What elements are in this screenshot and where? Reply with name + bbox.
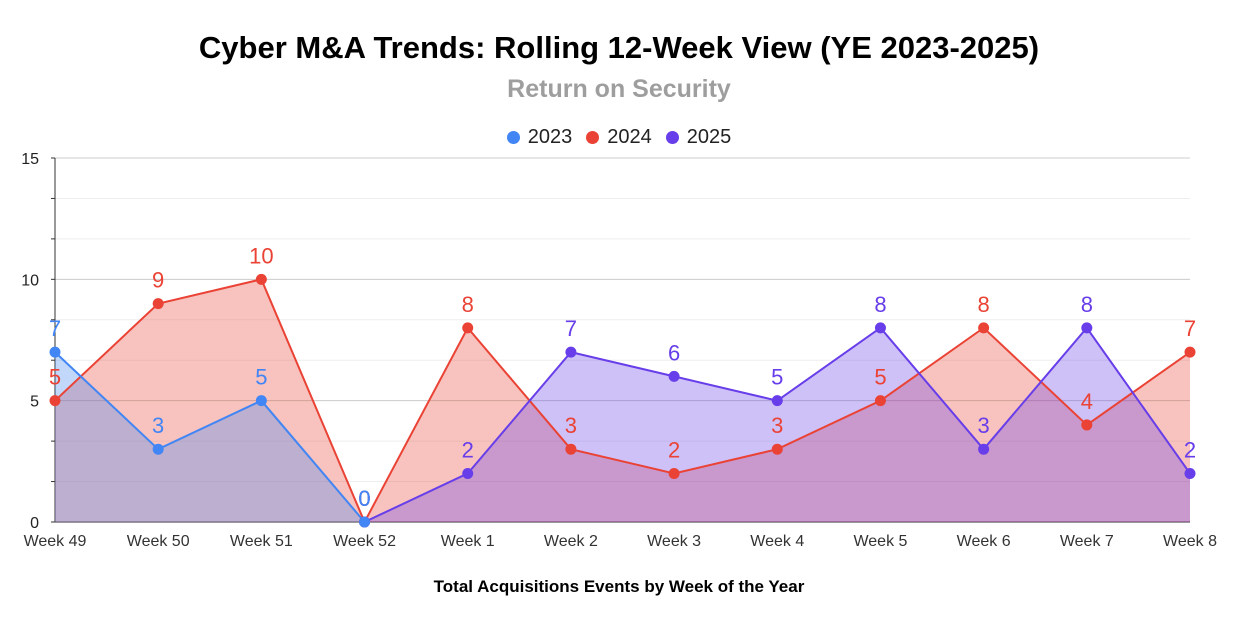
point-2025-week-4 bbox=[771, 395, 783, 407]
legend-marker-2024 bbox=[586, 131, 600, 144]
data-label-2025: 2 bbox=[1184, 437, 1196, 462]
point-2024-week-2 bbox=[565, 443, 577, 455]
point-2025-week-1 bbox=[462, 467, 474, 479]
line-2024 bbox=[54, 278, 1191, 525]
x-tick-label: Week 49 bbox=[24, 533, 87, 550]
x-tick-label: Week 5 bbox=[853, 533, 907, 550]
area-2023 bbox=[55, 352, 365, 522]
data-label-2023: 7 bbox=[49, 316, 61, 341]
data-label-2024: 10 bbox=[249, 243, 273, 268]
point-2025-week-6 bbox=[978, 443, 990, 455]
point-2024-week-3 bbox=[668, 467, 680, 479]
x-tick-label: Week 50 bbox=[127, 533, 190, 550]
point-2024-week-5 bbox=[874, 395, 886, 407]
point-2024-week-1 bbox=[462, 322, 474, 334]
x-tick-label: Week 3 bbox=[647, 533, 701, 550]
y-tick-label: 10 bbox=[21, 272, 39, 289]
point-2025-week-2 bbox=[565, 346, 577, 358]
legend-label-2023: 2023 bbox=[527, 126, 573, 148]
legend-label-2025: 2025 bbox=[686, 126, 732, 148]
data-label-2025: 3 bbox=[978, 413, 990, 438]
data-label-2025: 0 bbox=[358, 486, 370, 511]
point-2024-week-50 bbox=[152, 298, 164, 310]
data-label-2024: 0 bbox=[358, 486, 370, 511]
point-2025-week-8 bbox=[1184, 467, 1196, 479]
point-2023-week-51 bbox=[255, 395, 267, 407]
data-label-2024: 3 bbox=[771, 413, 783, 438]
area-2025 bbox=[364, 327, 1191, 522]
data-label-2025: 7 bbox=[565, 316, 577, 341]
x-axis-title: Total Acquisitions Events by Week of the… bbox=[433, 577, 805, 596]
point-2023-week-49 bbox=[49, 346, 61, 358]
data-label-2025: 6 bbox=[668, 340, 680, 365]
data-label-2025: 5 bbox=[771, 365, 783, 390]
x-tick-label: Week 52 bbox=[333, 533, 396, 550]
legend-item-2025[interactable]: 2025 bbox=[665, 126, 732, 149]
x-tick-label: Week 2 bbox=[544, 533, 598, 550]
chart-title: Cyber M&A Trends: Rolling 12-Week View (… bbox=[198, 30, 1040, 65]
x-tick-label: Week 51 bbox=[230, 533, 293, 550]
point-2024-week-7 bbox=[1081, 419, 1093, 431]
x-tick-label: Week 6 bbox=[957, 533, 1011, 550]
line-2023 bbox=[54, 351, 366, 523]
legend-item-2024[interactable]: 2024 bbox=[586, 126, 652, 149]
legend: 2023 2024 2025 bbox=[0, 126, 1238, 149]
y-tick-label: 15 bbox=[21, 151, 39, 168]
data-label-2024: 2 bbox=[668, 437, 680, 462]
point-2024-week-6 bbox=[978, 322, 990, 334]
data-label-2023: 0 bbox=[358, 486, 370, 511]
data-label-2024: 5 bbox=[49, 365, 61, 390]
data-label-2023: 3 bbox=[152, 413, 164, 438]
data-label-2025: 8 bbox=[874, 292, 886, 317]
y-tick-label: 5 bbox=[30, 394, 39, 411]
point-2024-week-51 bbox=[255, 273, 267, 285]
legend-marker-2023 bbox=[506, 131, 520, 144]
data-label-2024: 3 bbox=[565, 413, 577, 438]
legend-item-2023[interactable]: 2023 bbox=[506, 126, 573, 149]
data-label-2024: 4 bbox=[1081, 389, 1093, 414]
point-2023-week-50 bbox=[152, 443, 164, 455]
data-label-2023: 5 bbox=[255, 365, 267, 390]
point-2024-week-8 bbox=[1184, 346, 1196, 358]
point-2025-week-3 bbox=[668, 370, 680, 382]
data-label-2024: 7 bbox=[1184, 316, 1196, 341]
x-tick-label: Week 7 bbox=[1060, 533, 1114, 550]
point-2023-week-52 bbox=[359, 516, 371, 528]
area-2024 bbox=[55, 279, 1190, 522]
data-label-2024: 5 bbox=[874, 365, 886, 390]
data-label-2025: 8 bbox=[1081, 292, 1093, 317]
point-2025-week-7 bbox=[1081, 322, 1093, 334]
legend-marker-2025 bbox=[665, 131, 679, 144]
data-label-2024: 9 bbox=[152, 268, 164, 293]
point-2024-week-49 bbox=[49, 395, 61, 407]
data-label-2024: 8 bbox=[978, 292, 990, 317]
x-tick-label: Week 1 bbox=[441, 533, 495, 550]
point-2025-week-5 bbox=[874, 322, 886, 334]
chart-subtitle: Return on Security bbox=[507, 75, 731, 103]
x-tick-label: Week 8 bbox=[1163, 533, 1217, 550]
x-tick-label: Week 4 bbox=[750, 533, 804, 550]
point-2024-week-4 bbox=[771, 443, 783, 455]
y-tick-label: 0 bbox=[30, 515, 39, 532]
legend-label-2024: 2024 bbox=[607, 126, 652, 148]
data-label-2024: 8 bbox=[462, 292, 474, 317]
data-label-2025: 2 bbox=[462, 437, 474, 462]
